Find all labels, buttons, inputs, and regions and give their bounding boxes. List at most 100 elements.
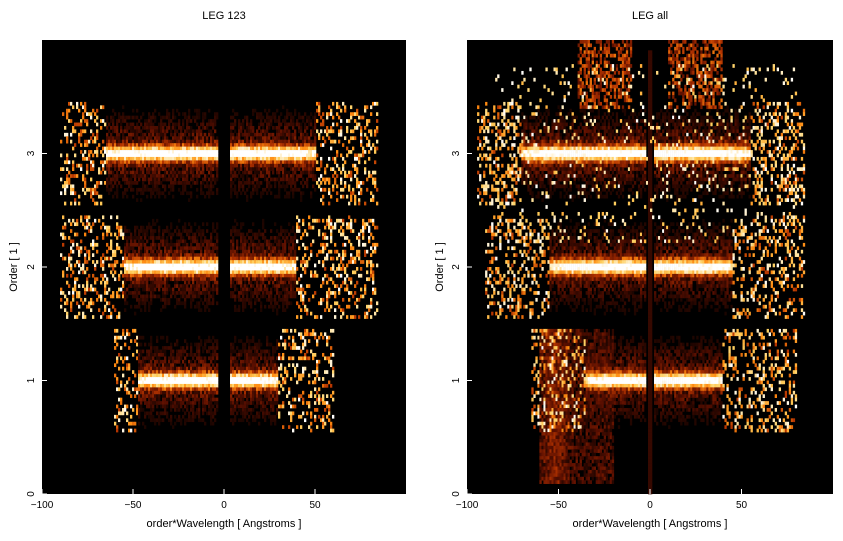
heatmap-cell	[284, 273, 287, 278]
heatmap-cell	[304, 146, 307, 151]
heatmap-cell	[266, 287, 269, 292]
heatmap-cell	[130, 232, 133, 237]
heatmap-cell	[200, 153, 203, 158]
heatmap-cell	[164, 184, 167, 189]
heatmap-cell	[268, 136, 271, 141]
heatmap-cell	[104, 122, 107, 127]
heatmap-cell	[258, 146, 261, 151]
heatmap-cell	[202, 280, 205, 285]
heatmap-cell	[266, 132, 269, 137]
heatmap-cell	[278, 146, 281, 151]
heatmap-cell	[184, 112, 187, 116]
heatmap-cell	[116, 359, 119, 364]
heatmap-cell	[106, 139, 109, 144]
heatmap-cell	[254, 108, 257, 113]
heatmap-cell	[198, 150, 201, 154]
heatmap-cell	[134, 304, 137, 309]
heatmap-cell	[274, 177, 277, 182]
heatmap-cell	[372, 263, 375, 268]
heatmap-cell	[306, 246, 309, 251]
heatmap-cell	[108, 177, 111, 182]
heatmap-cell	[168, 163, 171, 168]
heatmap-cell	[276, 356, 279, 361]
heatmap-cell	[198, 139, 201, 144]
heatmap-cell	[174, 177, 177, 182]
heatmap-cell	[280, 273, 283, 278]
heatmap-cell	[138, 125, 141, 130]
heatmap-cell	[256, 349, 259, 354]
heatmap-cell	[136, 122, 139, 127]
heatmap-cell	[132, 260, 135, 264]
heatmap-cell	[96, 181, 99, 185]
heatmap-cell	[294, 150, 297, 154]
heatmap-cell	[202, 359, 205, 364]
heatmap-cell	[146, 356, 149, 361]
heatmap-cell	[232, 242, 235, 247]
heatmap-cell	[120, 184, 123, 189]
heatmap-cell	[148, 112, 151, 116]
heatmap-cell	[266, 163, 269, 168]
heatmap-cell	[66, 177, 69, 182]
heatmap-cell	[256, 294, 259, 299]
heatmap-cell	[286, 170, 289, 175]
heatmap-cell	[300, 287, 303, 292]
heatmap-cell	[144, 246, 147, 251]
heatmap-cell	[256, 177, 259, 182]
heatmap-cell	[308, 297, 311, 302]
heatmap-cell	[278, 115, 281, 120]
heatmap-cell	[80, 122, 83, 127]
heatmap-cell	[150, 287, 153, 292]
heatmap-cell	[246, 139, 249, 144]
heatmap-cell	[132, 263, 135, 268]
heatmap-cell	[270, 132, 273, 137]
heatmap-cell	[136, 163, 139, 168]
heatmap-cell	[234, 139, 237, 144]
heatmap-cell	[248, 153, 251, 158]
heatmap-cell	[292, 335, 295, 340]
heatmap-cell	[110, 153, 113, 158]
heatmap-cell	[288, 156, 291, 161]
heatmap-cell	[204, 236, 207, 240]
heatmap-cell	[156, 349, 159, 354]
heatmap-cell	[152, 187, 155, 192]
heatmap-cell	[244, 352, 247, 357]
heatmap-cell	[186, 260, 189, 264]
heatmap-cell	[240, 249, 243, 254]
heatmap-cell	[244, 239, 247, 244]
heatmap-cell	[278, 191, 281, 196]
heatmap-cell	[76, 101, 79, 106]
heatmap-cell	[164, 153, 167, 158]
heatmap-cell	[162, 363, 165, 368]
heatmap-cell	[196, 156, 199, 161]
heatmap-cell	[212, 287, 215, 292]
heatmap-cell	[154, 160, 157, 165]
heatmap-cell	[114, 277, 117, 282]
heatmap-cell	[274, 304, 277, 309]
heatmap-cell	[104, 297, 107, 302]
heatmap-cell	[150, 349, 153, 354]
heatmap-cell	[256, 146, 259, 151]
heatmap-cell	[170, 356, 173, 361]
heatmap-cell	[132, 280, 135, 285]
heatmap-cell	[62, 225, 65, 230]
heatmap-cell	[186, 191, 189, 196]
heatmap-cell	[120, 119, 123, 123]
heatmap-cell	[190, 270, 193, 275]
heatmap-cell	[238, 150, 241, 154]
heatmap-cell	[182, 170, 185, 175]
heatmap-cell	[152, 150, 155, 154]
heatmap-cell	[278, 194, 281, 199]
heatmap-cell	[146, 294, 149, 299]
heatmap-cell	[364, 160, 367, 165]
heatmap-cell	[264, 236, 267, 240]
heatmap-cell	[136, 253, 139, 257]
heatmap-cell	[240, 352, 243, 357]
heatmap-cell	[120, 270, 123, 275]
heatmap-cell	[276, 346, 279, 350]
heatmap-cell	[260, 132, 263, 137]
heatmap-cell	[178, 136, 181, 141]
heatmap-cell	[352, 315, 355, 319]
heatmap-cell	[304, 136, 307, 141]
heatmap-cell	[158, 163, 161, 168]
heatmap-cell	[364, 170, 367, 175]
